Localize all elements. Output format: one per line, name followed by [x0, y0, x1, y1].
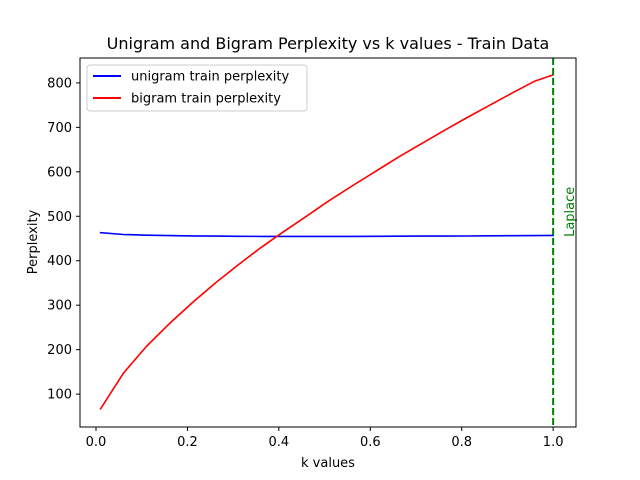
y-tick-label: 800	[47, 76, 72, 91]
laplace-marker: Laplace	[552, 58, 578, 427]
y-axis-title: Perplexity	[26, 209, 41, 274]
plot-frame	[79, 57, 577, 428]
y-tick-label: 300	[47, 299, 72, 314]
x-tick-label: 0.8	[451, 435, 472, 450]
x-axis: 0.0 0.2 0.4 0.6 0.8 1.0	[86, 427, 564, 450]
y-tick-label: 500	[47, 210, 72, 225]
y-tick-label: 400	[47, 254, 72, 269]
y-tick-label: 100	[47, 388, 72, 403]
x-axis-title: k values	[301, 456, 355, 471]
legend-label-unigram: unigram train perplexity	[131, 70, 289, 85]
y-tick-label: 600	[47, 165, 72, 180]
chart-title: Unigram and Bigram Perplexity vs k value…	[107, 34, 550, 53]
x-tick-label: 0.4	[269, 435, 290, 450]
x-tick-label: 0.0	[86, 435, 107, 450]
legend-label-bigram: bigram train perplexity	[131, 92, 281, 107]
x-tick-label: 1.0	[543, 435, 564, 450]
y-tick-label: 700	[47, 121, 72, 136]
laplace-label: Laplace	[563, 187, 578, 237]
x-tick-label: 0.6	[360, 435, 381, 450]
series-line-bigram	[99, 73, 555, 410]
y-tick-label: 200	[47, 343, 72, 358]
series-line-unigram	[99, 231, 554, 238]
legend-box	[86, 64, 308, 112]
plot-lines	[99, 73, 555, 410]
legend: unigram train perplexity bigram train pe…	[86, 64, 308, 112]
x-tick-label: 0.2	[177, 435, 198, 450]
y-axis: 100 200 300 400 500 600 700 800	[47, 76, 80, 403]
